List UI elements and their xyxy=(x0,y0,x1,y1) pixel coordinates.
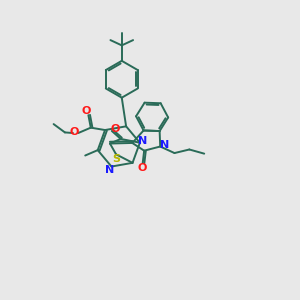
Text: N: N xyxy=(138,136,148,146)
Text: O: O xyxy=(81,106,91,116)
Text: N: N xyxy=(105,165,114,175)
Text: O: O xyxy=(111,124,120,134)
Text: S: S xyxy=(112,154,121,164)
Text: O: O xyxy=(70,127,79,137)
Text: O: O xyxy=(138,163,147,173)
Text: N: N xyxy=(160,140,169,150)
